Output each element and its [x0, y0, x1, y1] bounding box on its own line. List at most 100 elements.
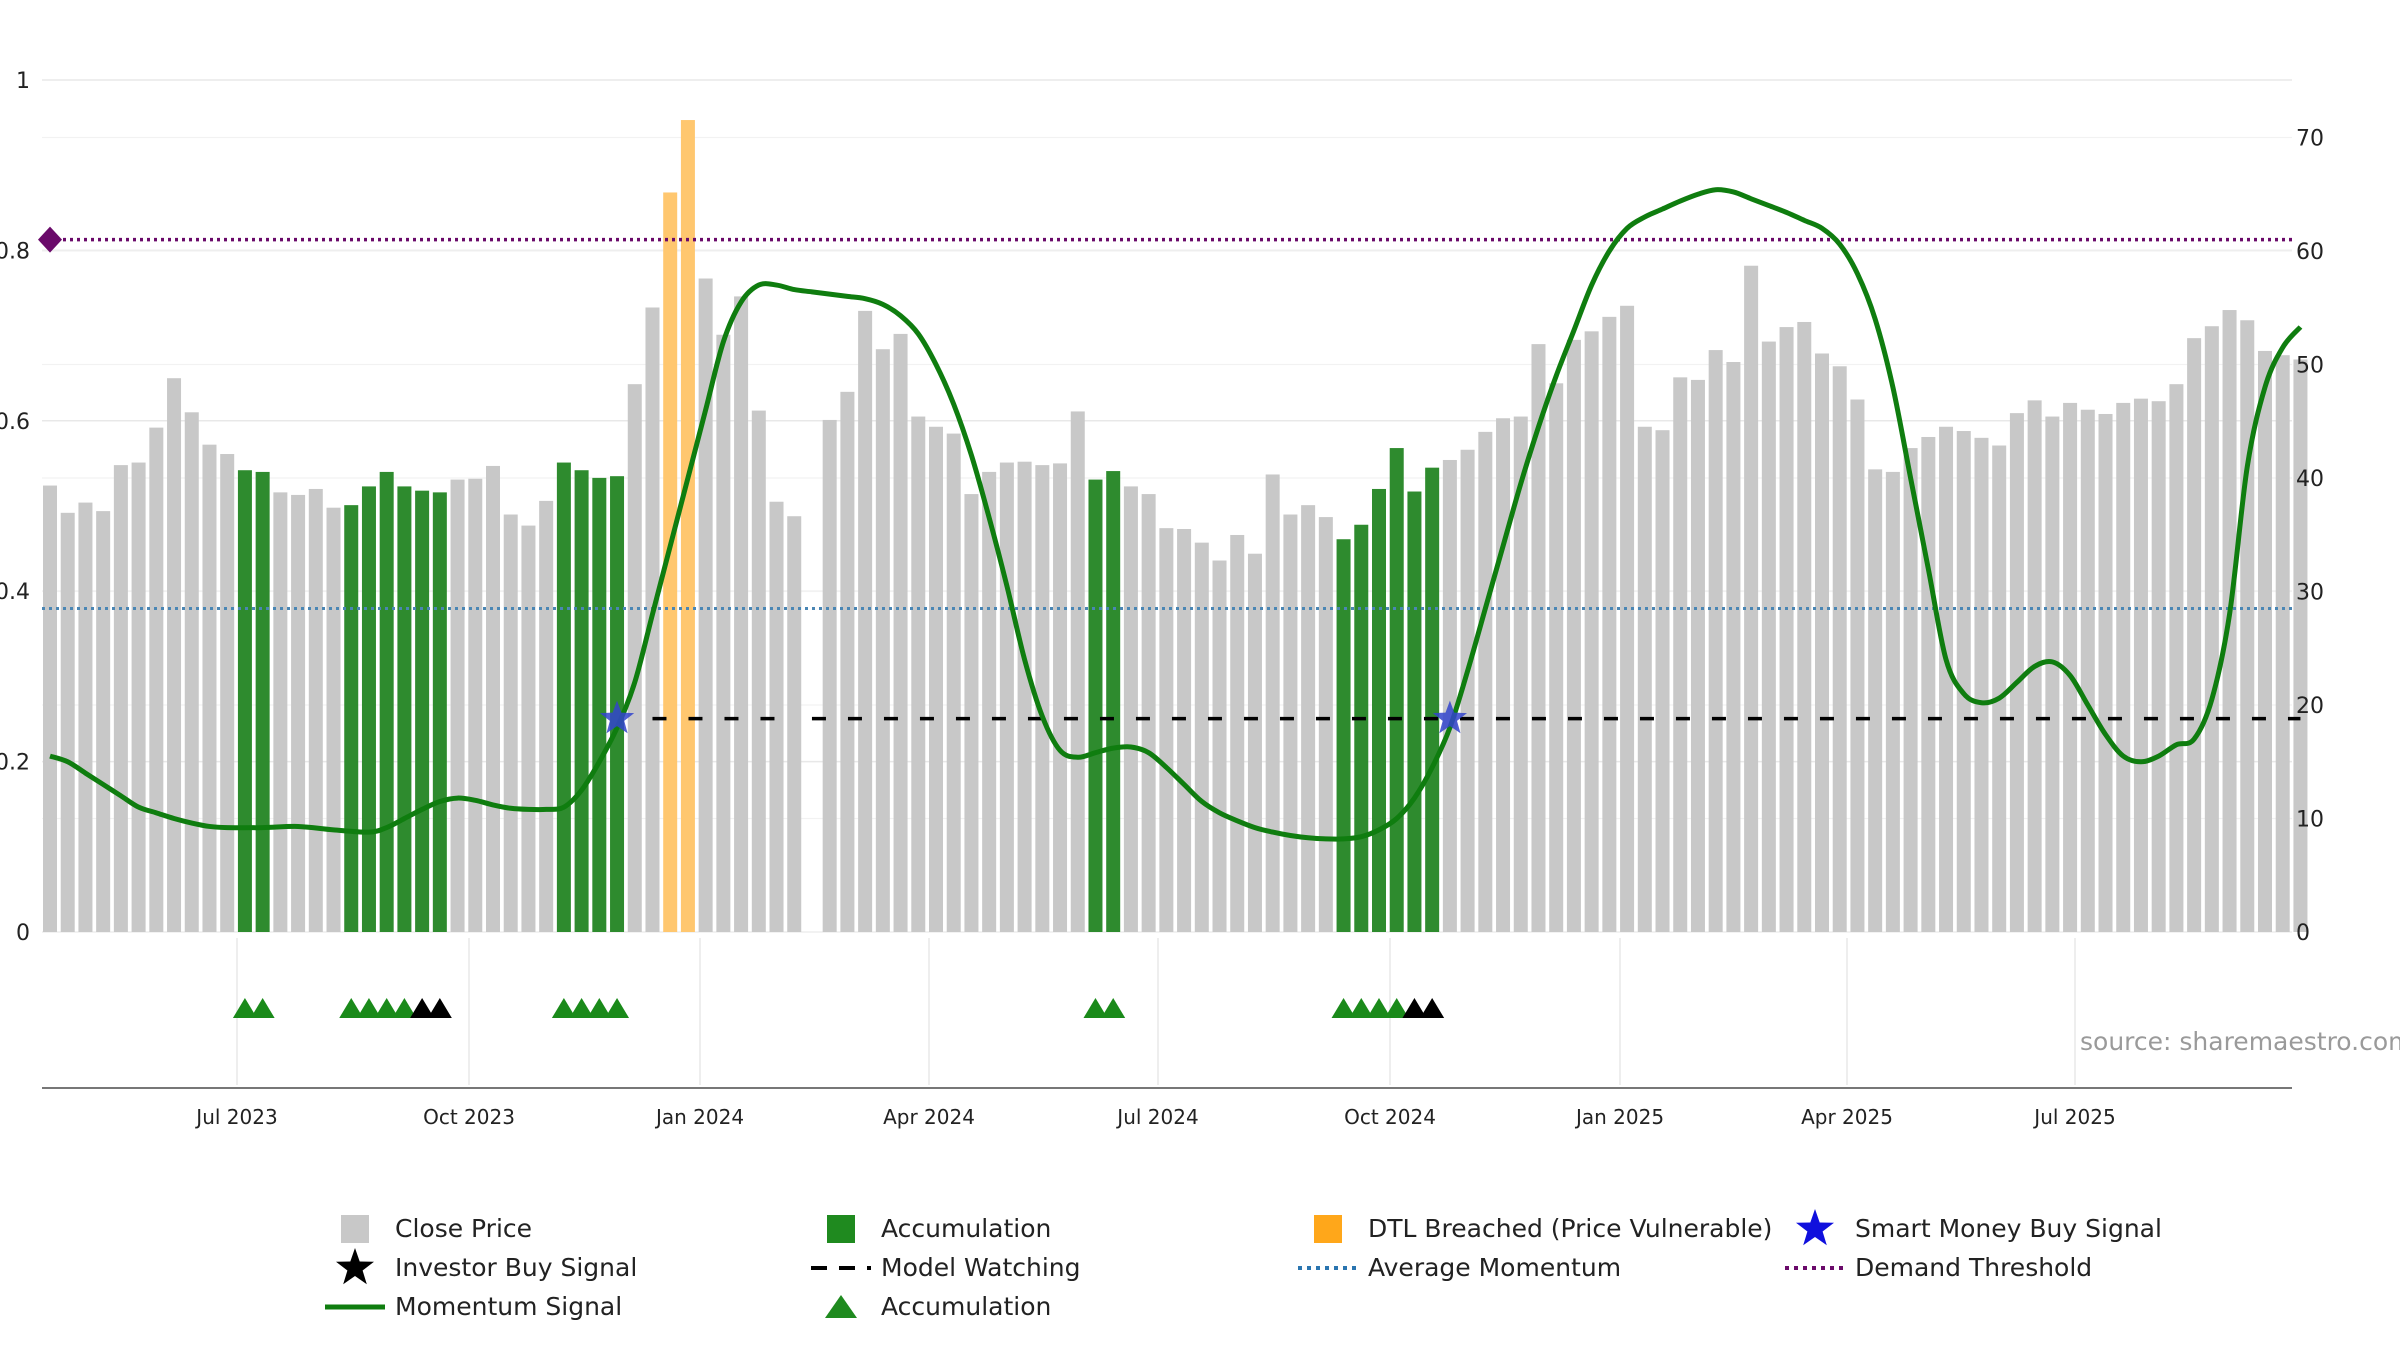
close-price-bar-97: [1761, 341, 1776, 933]
x-tick-4: Jul 2024: [1115, 1105, 1198, 1129]
legend-item-6: Average Momentum: [1298, 1253, 1621, 1282]
legend-swatch-4: [336, 1248, 374, 1285]
investor-buy-triangle-3: [1420, 998, 1445, 1018]
close-price-bar-27: [521, 525, 536, 932]
close-price-bar-8: [184, 412, 199, 932]
accumulation-triangle-8: [587, 998, 612, 1018]
close-price-bar-9: [202, 444, 217, 932]
lines-layer: [38, 187, 2303, 842]
close-price-bar-108: [1956, 431, 1971, 932]
close-price-bar-65: [1194, 542, 1209, 932]
close-price-bar-107: [1939, 426, 1954, 932]
close-price-bar-15: [308, 488, 323, 932]
right-tick-6: 60: [2296, 240, 2324, 265]
left-tick-3: 0.6: [0, 410, 30, 435]
close-price-bar-66: [1212, 560, 1227, 932]
close-price-bar-95: [1726, 362, 1741, 933]
accumulation-triangle-15: [1384, 998, 1409, 1018]
accumulation-triangle-6: [551, 998, 576, 1018]
legend-label-6: Average Momentum: [1368, 1253, 1621, 1282]
close-price-bar-87: [1584, 331, 1599, 933]
legend-item-4: Investor Buy Signal: [336, 1248, 637, 1285]
accumulation-triangle-3: [356, 998, 381, 1018]
legend-label-0: Close Price: [395, 1214, 532, 1243]
accumulation-triangle-5: [392, 998, 417, 1018]
legend-label-2: DTL Breached (Price Vulnerable): [1368, 1214, 1772, 1243]
close-price-bar-7: [167, 378, 182, 932]
dtl-breached-bar-35: [663, 192, 678, 933]
x-tick-0: Jul 2023: [194, 1105, 277, 1129]
legend-label-9: Accumulation: [881, 1292, 1051, 1321]
accumulation-triangle-0: [232, 998, 257, 1018]
close-price-bar-103: [1868, 469, 1883, 932]
close-price-bar-23: [450, 479, 465, 932]
smart-money-buy-signal-0: [599, 700, 635, 734]
close-price-bar-54: [999, 462, 1014, 932]
momentum-signal-line: [49, 187, 2303, 842]
close-price-bar-45: [840, 391, 855, 932]
close-price-bar-94: [1708, 350, 1723, 933]
legend-swatch-0: [341, 1215, 369, 1243]
x-tick-2: Jan 2024: [654, 1105, 744, 1129]
accumulation-bar-60: [1106, 471, 1121, 932]
close-price-bar-126: [2275, 355, 2290, 932]
x-tick-1: Oct 2023: [423, 1105, 515, 1129]
close-price-bar-118: [2133, 398, 2148, 932]
close-price-bar-10: [220, 454, 235, 932]
legend-item-7: Demand Threshold: [1785, 1253, 2092, 1282]
close-price-bar-4: [113, 465, 128, 932]
accumulation-bar-18: [361, 486, 376, 932]
close-price-bar-55: [1017, 461, 1032, 932]
close-price-bar-81: [1478, 431, 1493, 932]
accumulation-bar-22: [432, 492, 447, 932]
close-price-bar-98: [1779, 327, 1794, 933]
accumulation-bar-12: [255, 471, 270, 932]
markers-layer: [232, 700, 1467, 1018]
right-tick-0: 0: [2296, 921, 2310, 946]
close-price-bar-44: [822, 419, 837, 932]
left-tick-4: 0.8: [0, 239, 30, 264]
close-price-bar-72: [1318, 517, 1333, 932]
close-price-bar-50: [929, 426, 943, 932]
accumulation-triangle-9: [605, 998, 630, 1018]
close-price-bar-13: [273, 492, 288, 932]
legend-swatch-1: [827, 1215, 855, 1243]
close-price-bar-42: [787, 516, 802, 932]
accumulation-bar-74: [1354, 524, 1369, 932]
close-price-bar-71: [1301, 505, 1316, 932]
close-price-bar-113: [2045, 416, 2060, 932]
legend-label-4: Investor Buy Signal: [395, 1253, 637, 1282]
x-tick-7: Apr 2025: [1801, 1105, 1893, 1129]
close-price-bar-57: [1053, 463, 1068, 932]
close-price-bar-125: [2258, 350, 2272, 932]
right-tick-7: 70: [2296, 127, 2324, 152]
accumulation-bar-20: [397, 486, 412, 932]
investor-buy-triangle-2: [1402, 998, 1427, 1018]
close-price-bar-6: [149, 427, 164, 932]
close-price-bar-39: [734, 296, 749, 933]
right-tick-1: 10: [2296, 808, 2324, 833]
close-price-bar-119: [2151, 401, 2166, 933]
accumulation-triangle-14: [1367, 998, 1391, 1018]
x-tick-5: Oct 2024: [1344, 1105, 1436, 1129]
close-price-bar-80: [1460, 449, 1475, 932]
legend-item-8: Momentum Signal: [325, 1292, 622, 1321]
close-price-bar-93: [1690, 379, 1705, 932]
close-price-bar-38: [716, 334, 731, 932]
right-tick-5: 50: [2296, 354, 2324, 379]
legend-swatch-3: [1796, 1209, 1834, 1246]
legend-item-9: Accumulation: [825, 1292, 1051, 1321]
left-tick-2: 0.4: [0, 580, 30, 605]
close-price-bar-99: [1797, 321, 1812, 932]
legend-swatch-9: [825, 1295, 857, 1318]
grid-layer: [42, 79, 2292, 1085]
legend-label-7: Demand Threshold: [1855, 1253, 2092, 1282]
accumulation-triangle-13: [1349, 998, 1374, 1018]
legend-label-5: Model Watching: [881, 1253, 1081, 1282]
accumulation-bar-17: [344, 505, 359, 932]
close-price-bar-88: [1602, 316, 1617, 933]
close-price-bar-37: [698, 278, 713, 932]
close-price-bar-2: [78, 502, 93, 932]
